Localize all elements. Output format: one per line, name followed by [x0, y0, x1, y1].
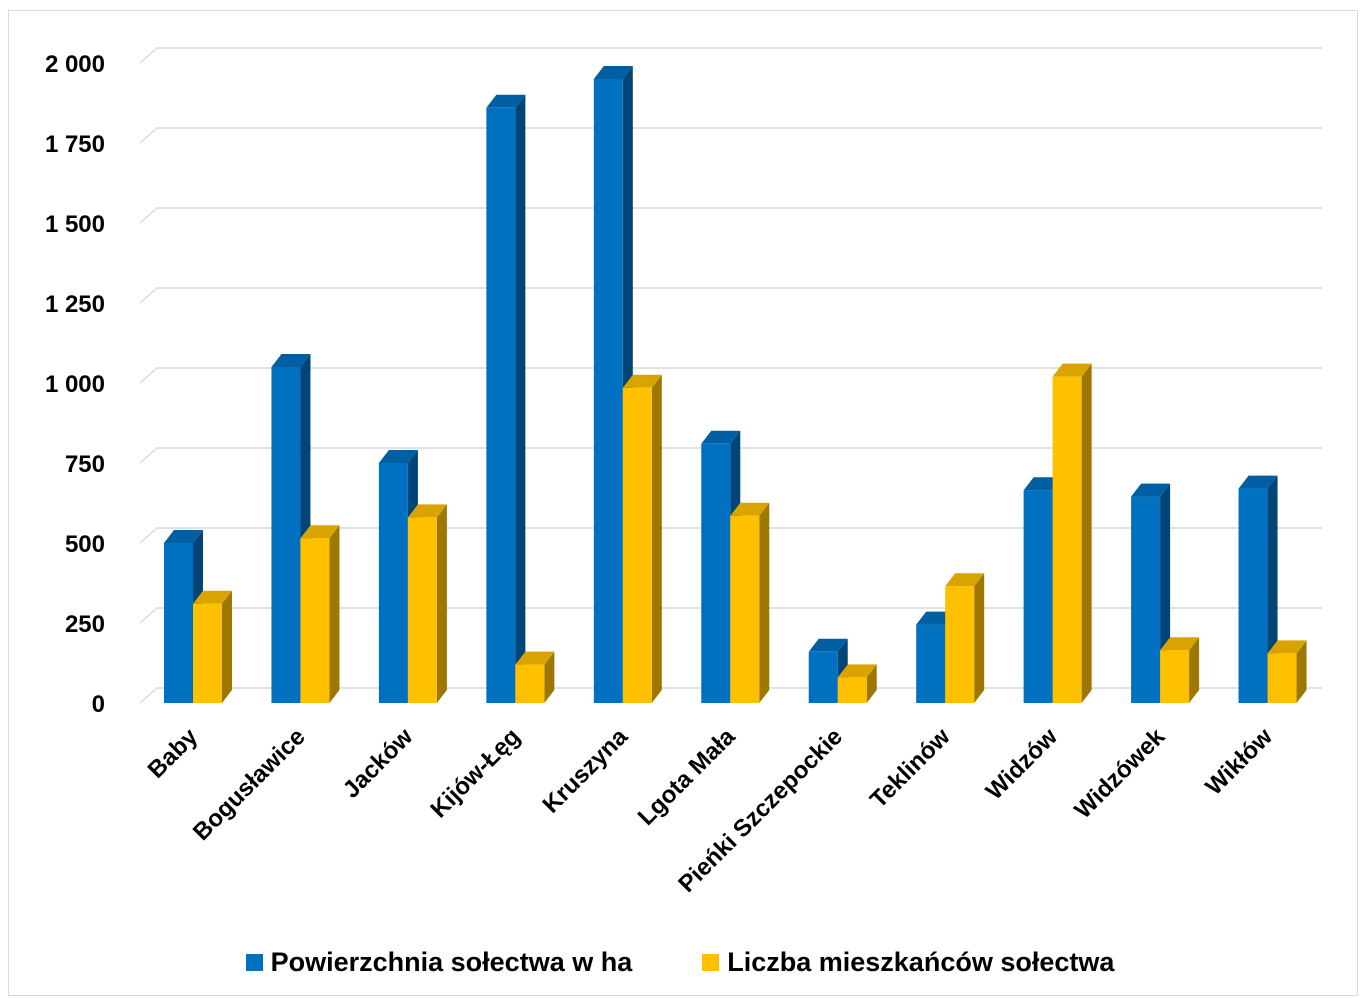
- x-tick-label: Widzów: [981, 723, 1063, 805]
- gridline-depth: [139, 687, 158, 704]
- x-tick-label: Kruszyna: [538, 723, 634, 819]
- gridline-depth: [139, 47, 158, 64]
- legend-label-liczba: Liczba mieszkańców sołectwa: [727, 947, 1115, 977]
- bar-powierzchnia: [164, 543, 193, 703]
- bar-top: [1052, 363, 1092, 377]
- bar-side: [974, 573, 985, 703]
- bar-top: [164, 530, 203, 543]
- y-tick-label: 250: [65, 611, 105, 638]
- bar-top: [945, 573, 985, 587]
- x-tick-label: Lgota Mała: [633, 723, 741, 831]
- bar-liczba: [837, 677, 867, 703]
- bar-liczba: [407, 517, 437, 703]
- bar-top: [300, 525, 340, 539]
- gridline-depth: [139, 527, 158, 544]
- bar-liczba: [622, 387, 652, 703]
- legend: Powierzchnia sołectwa w ha Liczba mieszk…: [0, 947, 1360, 978]
- x-tick-label: Baby: [143, 723, 204, 784]
- bar-top: [808, 638, 848, 652]
- x-tick-label: Teklinów: [865, 723, 956, 814]
- legend-label-powierzchnia: Powierzchnia sołectwa w ha: [270, 947, 633, 977]
- bar-top: [701, 430, 741, 444]
- gridline-depth: [139, 127, 158, 144]
- bar-liczba: [1052, 376, 1082, 703]
- y-tick-label: 2 000: [45, 51, 105, 78]
- x-tick-label: Jacków: [338, 723, 419, 804]
- bar-powierzchnia: [808, 651, 838, 703]
- x-tick-label: Widzówek: [1069, 723, 1170, 824]
- bar-powierzchnia: [1238, 488, 1268, 703]
- bar-powierzchnia: [1131, 496, 1161, 703]
- bar-top: [1160, 637, 1200, 651]
- bar-side: [1296, 640, 1307, 703]
- bar-liczba: [1160, 650, 1190, 703]
- bar-top: [1267, 640, 1307, 654]
- x-tick-label: Kijów-Łęg: [425, 723, 525, 823]
- bar-top: [515, 651, 555, 665]
- y-tick-label: 1 250: [45, 291, 105, 318]
- y-tick-label: 1 500: [45, 211, 105, 238]
- bar-powierzchnia: [1023, 490, 1053, 703]
- bar-powierzchnia: [916, 624, 946, 703]
- bar-side: [544, 651, 555, 703]
- y-tick-label: 1 000: [45, 371, 105, 398]
- legend-swatch-liczba: [702, 954, 720, 971]
- bar-top: [730, 502, 770, 516]
- bar-powierzchnia: [486, 107, 516, 704]
- bar-top: [271, 354, 311, 367]
- bar-top: [837, 664, 877, 678]
- x-tick-label: Wikłów: [1200, 723, 1278, 801]
- y-tick-label: 1 750: [45, 131, 105, 158]
- legend-item-powierzchnia: Powierzchnia sołectwa w ha: [245, 947, 633, 978]
- bar-liczba: [730, 515, 760, 703]
- bar-top: [1131, 483, 1171, 497]
- gridline-depth: [139, 287, 158, 304]
- bar-side: [866, 664, 877, 703]
- bar-top: [407, 504, 447, 518]
- bar-top: [593, 66, 633, 79]
- gridline-depth: [139, 367, 158, 384]
- bar-top: [486, 94, 526, 108]
- bar-side: [1189, 637, 1200, 703]
- y-tick-label: 500: [65, 531, 105, 558]
- bar-side: [436, 504, 447, 703]
- gridline-depth: [139, 447, 158, 464]
- bar-powierzchnia: [378, 463, 408, 703]
- y-tick-label: 0: [92, 691, 105, 718]
- bar-liczba: [515, 664, 545, 703]
- bar-liczba: [1267, 653, 1297, 703]
- bar-powierzchnia: [271, 367, 301, 703]
- gridline-depth: [139, 607, 158, 624]
- bar-top: [378, 450, 418, 463]
- bar-liczba: [193, 603, 222, 703]
- y-tick-label: 750: [65, 451, 105, 478]
- bar-liczba: [300, 538, 330, 703]
- x-tick-label: Bogusławice: [188, 723, 311, 846]
- bar-powierzchnia: [593, 79, 623, 703]
- bar-side: [515, 94, 526, 704]
- bar-side: [651, 374, 662, 703]
- bar-top: [1238, 475, 1278, 489]
- bar-side: [1081, 363, 1092, 703]
- bar-powierzchnia: [701, 443, 731, 703]
- legend-item-liczba: Liczba mieszkańców sołectwa: [702, 947, 1114, 978]
- legend-swatch-powierzchnia: [245, 954, 263, 971]
- gridline-depth: [139, 207, 158, 224]
- bar-side: [759, 502, 770, 703]
- bar-top: [193, 590, 232, 604]
- bar-side: [329, 525, 340, 703]
- bar-liczba: [945, 586, 975, 703]
- bar-side: [222, 590, 232, 703]
- bar-top: [622, 374, 662, 388]
